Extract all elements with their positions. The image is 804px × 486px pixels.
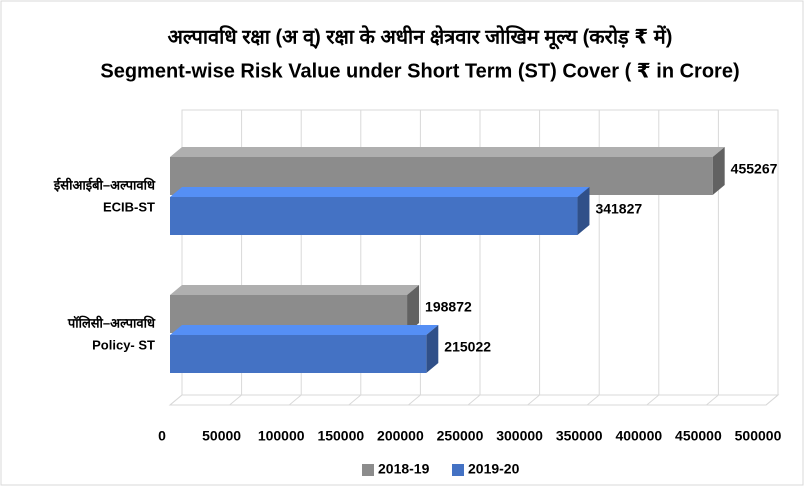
grid-line-floor — [467, 394, 481, 406]
chart-title: अल्पावधि रक्षा (अ व्) रक्षा के अधीन क्षे… — [168, 24, 673, 49]
y-tick-label: ईसीआईबी–अल्पावधि — [53, 177, 156, 192]
bar-top — [170, 147, 725, 157]
bar-side — [712, 147, 725, 195]
y-tick-label: Policy- ST — [92, 337, 155, 352]
x-tick-label: 500000 — [735, 428, 782, 444]
bar-side — [426, 325, 439, 373]
legend-swatch — [452, 464, 464, 476]
legend-label: 2018-19 — [378, 461, 430, 477]
x-tick-label: 100000 — [258, 428, 305, 444]
value-label: 341827 — [595, 201, 642, 217]
grid-line-floor — [646, 394, 660, 406]
grid-line-floor — [586, 394, 600, 406]
legend-swatch — [362, 464, 374, 476]
x-tick-label: 400000 — [615, 428, 662, 444]
x-tick-label: 0 — [158, 428, 166, 444]
grid-line-floor — [527, 394, 540, 406]
value-label: 198872 — [425, 299, 472, 315]
bar — [170, 335, 427, 373]
bar-top — [170, 325, 439, 335]
y-tick-label: पॉलिसी–अल्पावधि — [67, 315, 156, 330]
x-tick-label: 150000 — [317, 428, 364, 444]
grid-line-floor — [348, 394, 362, 406]
bar-top — [170, 187, 590, 197]
x-tick-label: 350000 — [556, 428, 603, 444]
grid-line-floor — [706, 394, 719, 406]
y-tick-label: ECIB-ST — [103, 199, 155, 214]
bar-side — [577, 187, 590, 235]
grid-line-floor — [765, 394, 779, 406]
value-label: 455267 — [731, 161, 778, 177]
grid-line-floor — [288, 394, 302, 406]
value-label: 215022 — [444, 339, 491, 355]
chart-subtitle: Segment-wise Risk Value under Short Term… — [100, 60, 739, 82]
bar-side — [407, 285, 420, 333]
grid-line-floor — [408, 394, 421, 406]
grid-line-floor — [229, 394, 242, 406]
bar-top — [170, 285, 420, 295]
legend-label: 2019-20 — [468, 461, 520, 477]
x-tick-label: 50000 — [202, 428, 241, 444]
grid-line-floor — [169, 394, 183, 406]
x-tick-label: 250000 — [437, 428, 484, 444]
x-tick-label: 300000 — [496, 428, 543, 444]
bar — [170, 197, 578, 235]
x-tick-label: 200000 — [377, 428, 424, 444]
x-tick-label: 450000 — [675, 428, 722, 444]
